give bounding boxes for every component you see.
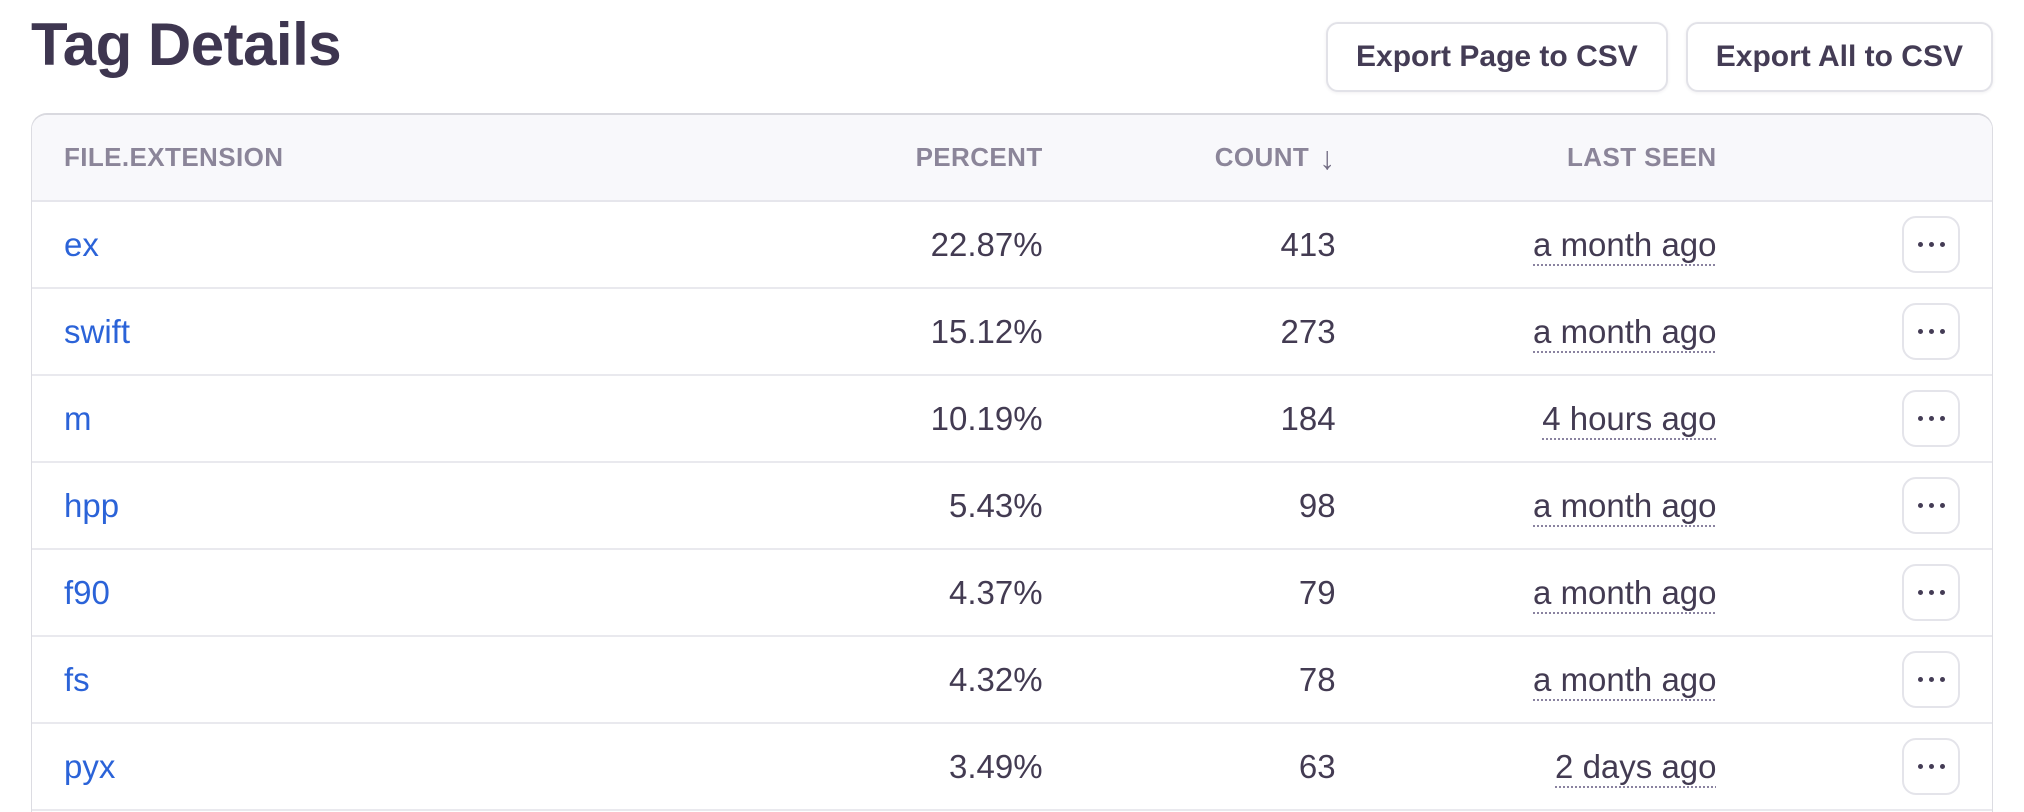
count-cell: 63	[1298, 747, 1336, 785]
ellipsis-icon	[1917, 503, 1945, 508]
last-seen-value[interactable]: a month ago	[1533, 486, 1717, 524]
page-title: Tag Details	[31, 11, 342, 78]
percent-cell: 10.19%	[930, 399, 1043, 437]
ellipsis-icon	[1917, 329, 1945, 334]
count-cell: 98	[1298, 486, 1336, 524]
extension-link[interactable]: ex	[64, 225, 99, 263]
percent-cell: 3.49%	[949, 747, 1043, 785]
column-header-last-seen[interactable]: LAST SEEN	[1567, 142, 1717, 172]
percent-cell: 5.43%	[949, 486, 1043, 524]
row-menu-button[interactable]	[1902, 390, 1960, 447]
extension-link[interactable]: m	[64, 399, 92, 437]
column-header-count[interactable]: COUNT ↓	[1075, 142, 1368, 174]
extension-link[interactable]: fs	[64, 660, 90, 698]
column-header-percent[interactable]: PERCENT	[915, 142, 1043, 172]
ellipsis-icon	[1917, 590, 1945, 595]
extension-link[interactable]: swift	[64, 312, 130, 350]
count-cell: 273	[1280, 312, 1336, 350]
last-seen-value[interactable]: a month ago	[1533, 312, 1717, 350]
last-seen-value[interactable]: a month ago	[1533, 660, 1717, 698]
row-menu-button[interactable]	[1902, 216, 1960, 273]
column-header-count-label: COUNT	[1214, 142, 1310, 172]
row-menu-button[interactable]	[1902, 738, 1960, 795]
table-row: fs 4.32% 78 a month ago	[32, 637, 1992, 724]
table-header-row: FILE.EXTENSION PERCENT COUNT ↓ LAST SEEN	[32, 115, 1992, 202]
last-seen-value[interactable]: a month ago	[1533, 225, 1717, 263]
export-page-csv-button[interactable]: Export Page to CSV	[1326, 22, 1668, 92]
ellipsis-icon	[1917, 764, 1945, 769]
table-row: ex 22.87% 413 a month ago	[32, 202, 1992, 289]
percent-cell: 22.87%	[930, 225, 1043, 263]
ellipsis-icon	[1917, 677, 1945, 682]
table-row: pyx 3.49% 63 2 days ago	[32, 724, 1992, 811]
row-menu-button[interactable]	[1902, 303, 1960, 360]
percent-cell: 15.12%	[930, 312, 1043, 350]
row-menu-button[interactable]	[1902, 651, 1960, 708]
last-seen-value[interactable]: a month ago	[1533, 573, 1717, 611]
count-cell: 413	[1280, 225, 1336, 263]
extension-link[interactable]: f90	[64, 573, 110, 611]
table-row: hpp 5.43% 98 a month ago	[32, 463, 1992, 550]
count-cell: 184	[1280, 399, 1336, 437]
tag-details-table: FILE.EXTENSION PERCENT COUNT ↓ LAST SEEN…	[31, 113, 1993, 812]
ellipsis-icon	[1917, 416, 1945, 421]
extension-link[interactable]: pyx	[64, 747, 116, 785]
last-seen-value[interactable]: 4 hours ago	[1542, 399, 1717, 437]
page-header: Tag Details Export Page to CSV Export Al…	[0, 0, 2024, 97]
export-actions: Export Page to CSV Export All to CSV	[1326, 22, 1993, 92]
column-header-file-extension[interactable]: FILE.EXTENSION	[64, 142, 284, 172]
percent-cell: 4.37%	[949, 573, 1043, 611]
count-cell: 78	[1298, 660, 1336, 698]
count-cell: 79	[1298, 573, 1336, 611]
export-all-csv-button[interactable]: Export All to CSV	[1685, 22, 1993, 92]
extension-link[interactable]: hpp	[64, 486, 120, 524]
table-row: f90 4.37% 79 a month ago	[32, 550, 1992, 637]
percent-cell: 4.32%	[949, 660, 1043, 698]
sort-desc-icon: ↓	[1319, 139, 1336, 176]
row-menu-button[interactable]	[1902, 564, 1960, 621]
table-row: m 10.19% 184 4 hours ago	[32, 376, 1992, 463]
row-menu-button[interactable]	[1902, 477, 1960, 534]
table-row: swift 15.12% 273 a month ago	[32, 289, 1992, 376]
ellipsis-icon	[1917, 242, 1945, 247]
last-seen-value[interactable]: 2 days ago	[1555, 747, 1717, 785]
